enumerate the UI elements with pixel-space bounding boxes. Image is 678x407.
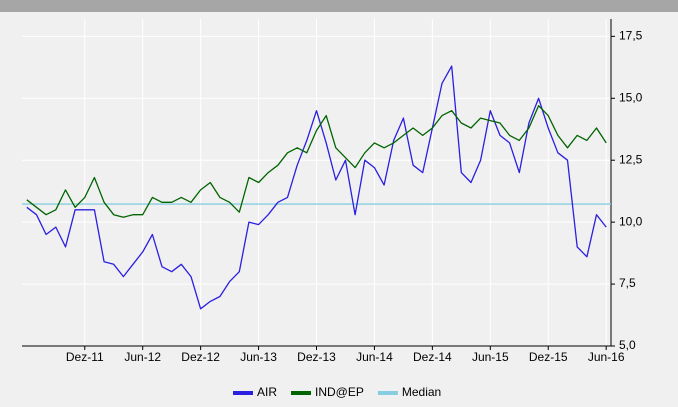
x-tick-label: Jun-16: [588, 350, 625, 364]
legend-label: AIR: [257, 385, 277, 399]
legend-label: IND@EP: [315, 385, 364, 399]
x-tick-label: Jun-12: [124, 350, 161, 364]
x-tick-label: Jun-14: [356, 350, 393, 364]
legend-swatch: [291, 391, 312, 395]
x-tick-label: Dez-11: [66, 350, 104, 364]
header-bar: [0, 0, 678, 12]
legend-swatch: [233, 391, 253, 395]
x-tick-label: Dez-14: [413, 350, 452, 364]
y-tick-label: 17,5: [619, 29, 643, 43]
x-tick-label: Dez-13: [297, 350, 336, 364]
y-tick-label: 7,5: [619, 276, 636, 290]
x-tick-label: Jun-13: [240, 350, 277, 364]
y-tick-label: 10,0: [619, 214, 643, 228]
legend-swatch: [377, 391, 398, 395]
x-tick-label: Dez-12: [181, 350, 220, 364]
series-line: [26, 65, 607, 310]
x-tick-label: Jun-15: [472, 350, 509, 364]
y-tick-label: 15,0: [619, 90, 643, 104]
x-tick-label: Dez-15: [529, 350, 568, 364]
y-tick-label: 12,5: [619, 152, 643, 166]
y-tick-label: 5,0: [619, 338, 636, 352]
series-line: [26, 105, 607, 218]
legend-label: Median: [402, 385, 441, 399]
